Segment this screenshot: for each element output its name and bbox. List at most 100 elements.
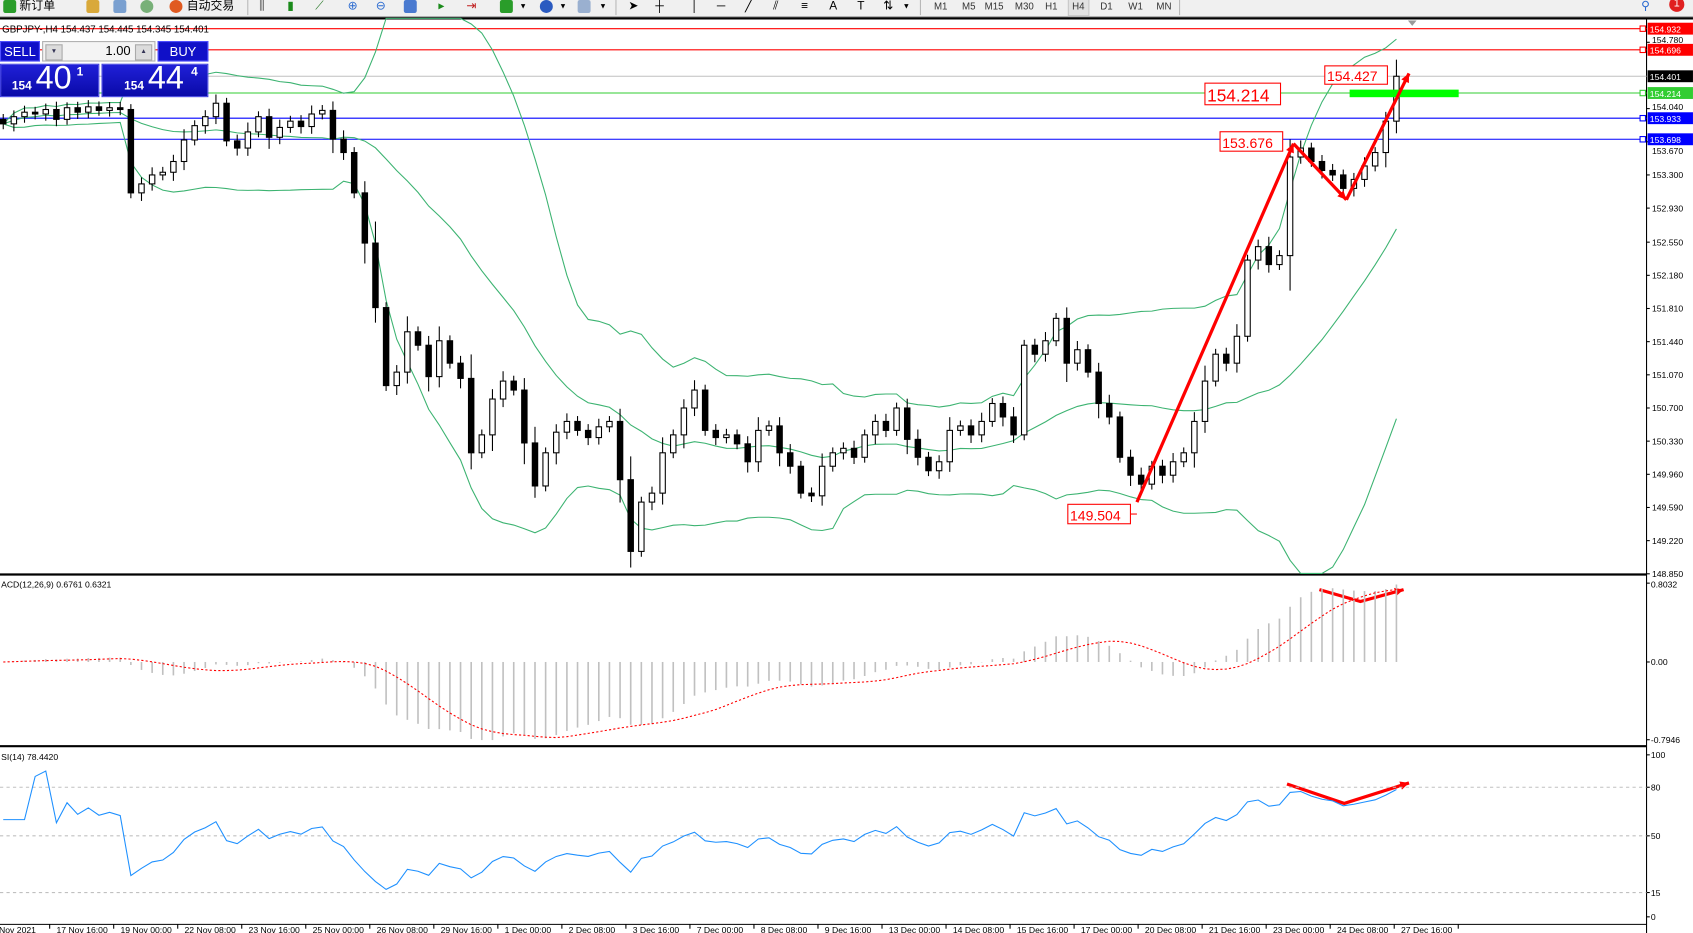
price-label-box[interactable] <box>1204 82 1282 106</box>
trendline-icon[interactable]: ╱ <box>744 0 753 13</box>
timeframe-m5[interactable]: M5 <box>962 1 976 12</box>
candle <box>170 154 177 181</box>
timeframe-mn[interactable]: MN <box>1156 1 1172 12</box>
fibonacci-icon[interactable]: ≡ <box>801 0 809 13</box>
lot-size-field[interactable]: ▼ 1.00 ▲ <box>42 41 156 62</box>
candle <box>1010 407 1017 443</box>
equidistant-channel-icon[interactable]: ⫽ <box>773 0 779 13</box>
terminal-icon[interactable] <box>113 0 127 13</box>
lot-increase-button[interactable]: ▲ <box>134 44 153 61</box>
trend-arrow-up-head <box>1286 143 1294 154</box>
templates-icon[interactable] <box>577 0 591 13</box>
new-order-button[interactable]: 新订单 <box>19 0 56 13</box>
chevron-down-icon[interactable]: ▼ <box>599 3 607 11</box>
timeframe-m15[interactable]: M15 <box>984 1 1004 12</box>
level-handle[interactable] <box>1639 46 1647 54</box>
candle <box>467 354 475 470</box>
candle <box>861 429 868 463</box>
chevron-down-icon[interactable]: ▼ <box>902 3 911 11</box>
timeframe-h4[interactable]: H4 <box>1067 0 1089 17</box>
zoom-out-icon[interactable]: ⊖ <box>375 0 386 13</box>
candle <box>553 424 560 465</box>
tile-windows-icon[interactable] <box>403 0 417 13</box>
vertical-line-icon[interactable]: │ <box>691 0 699 13</box>
text-label-icon[interactable]: T <box>857 0 865 13</box>
price-tick-label: 149.960 <box>1652 470 1683 480</box>
lot-decrease-button[interactable]: ▼ <box>45 44 63 61</box>
level-handle[interactable] <box>1639 25 1647 32</box>
timeframe-h1[interactable]: H1 <box>1045 1 1058 12</box>
ask-price-box[interactable]: 154 44 4 <box>101 60 209 98</box>
notification-badge[interactable]: 1 <box>1669 0 1685 12</box>
candle <box>180 129 188 171</box>
candle <box>786 444 794 474</box>
timeframe-d1[interactable]: D1 <box>1100 1 1113 12</box>
candle-body-bear <box>1010 416 1017 436</box>
candle-body-bull <box>489 398 496 436</box>
bar-chart-icon[interactable]: ⫼ <box>259 0 265 13</box>
price-tick-label: 150.330 <box>1652 436 1683 446</box>
horizontal-line-icon[interactable]: ─ <box>716 0 726 13</box>
buy-button[interactable]: BUY <box>157 41 209 62</box>
rsi-divergence-arrow[interactable] <box>1286 781 1410 806</box>
auto-trading-button[interactable]: 自动交易 <box>186 0 235 13</box>
candle <box>53 101 60 127</box>
chart-shift-icon[interactable]: ⇥ <box>466 0 477 13</box>
candle-body-bull <box>1244 259 1251 337</box>
candle-body-bull <box>21 111 28 118</box>
chevron-down-icon[interactable]: ▼ <box>559 3 567 11</box>
candle <box>893 402 900 436</box>
timeframe-m1[interactable]: M1 <box>933 1 948 12</box>
bid-price-box[interactable]: 154 40 1 <box>0 60 100 98</box>
line-chart-icon[interactable]: ⟋ <box>315 0 324 13</box>
auto-trading-icon <box>169 0 183 13</box>
level-handle[interactable] <box>1639 114 1647 122</box>
level-handle[interactable] <box>1639 89 1647 97</box>
timeframe-w1[interactable]: W1 <box>1128 1 1143 12</box>
candle <box>85 100 92 119</box>
candle <box>606 416 613 433</box>
cursor-icon[interactable]: ➤ <box>628 0 639 13</box>
candle <box>1106 394 1113 425</box>
search-icon[interactable]: ⚲ <box>1641 0 1650 13</box>
candle-body-bull <box>765 425 773 431</box>
crosshair-icon[interactable]: ┼ <box>655 0 664 13</box>
candlestick-icon[interactable]: ▮ <box>287 0 294 13</box>
trend-arrow-down[interactable] <box>1292 142 1348 201</box>
trend-arrow-up[interactable] <box>1135 142 1295 503</box>
candle <box>723 428 730 444</box>
lot-size-value[interactable]: 1.00 <box>105 43 131 59</box>
timeframe-m30[interactable]: M30 <box>1014 1 1034 12</box>
candle-body-bear <box>574 420 581 431</box>
green-zone-rectangle[interactable] <box>1349 89 1459 98</box>
price-tick-label: 154.040 <box>1652 102 1683 112</box>
candle <box>627 456 634 568</box>
trend-arrow-up[interactable] <box>1344 72 1411 201</box>
autoscroll-icon[interactable]: ▸ <box>438 0 445 13</box>
price-label-box[interactable] <box>1219 131 1284 152</box>
candle <box>1052 312 1060 347</box>
time-tick-label: 21 Dec 16:00 <box>1209 925 1261 933</box>
candle <box>0 113 7 130</box>
meta-editor-icon[interactable] <box>86 0 100 13</box>
price-label-box[interactable] <box>1324 65 1388 85</box>
text-icon[interactable]: A <box>829 0 838 13</box>
time-tick-label: 26 Nov 08:00 <box>377 925 429 933</box>
candle <box>372 221 379 323</box>
candle-body-bull <box>499 380 507 400</box>
zoom-in-icon[interactable]: ⊕ <box>347 0 358 13</box>
chart-shift-marker[interactable] <box>1407 20 1417 26</box>
sell-button[interactable]: SELL <box>0 41 40 62</box>
indicators-icon[interactable] <box>499 0 513 13</box>
periods-icon[interactable] <box>539 0 553 13</box>
arrows-icon[interactable]: ⇅ <box>883 0 894 13</box>
level-handle[interactable] <box>1639 136 1647 143</box>
ask-pip: 4 <box>191 65 198 79</box>
candle-body-bull <box>180 139 188 163</box>
chart-symbol-info: GBPJPY-,H4 154.437 154.445 154.345 154.4… <box>2 24 209 35</box>
rsi-tick-label: 80 <box>1651 782 1661 792</box>
chevron-down-icon[interactable]: ▼ <box>519 3 527 11</box>
signals-icon[interactable] <box>140 0 154 13</box>
candle <box>31 106 39 120</box>
